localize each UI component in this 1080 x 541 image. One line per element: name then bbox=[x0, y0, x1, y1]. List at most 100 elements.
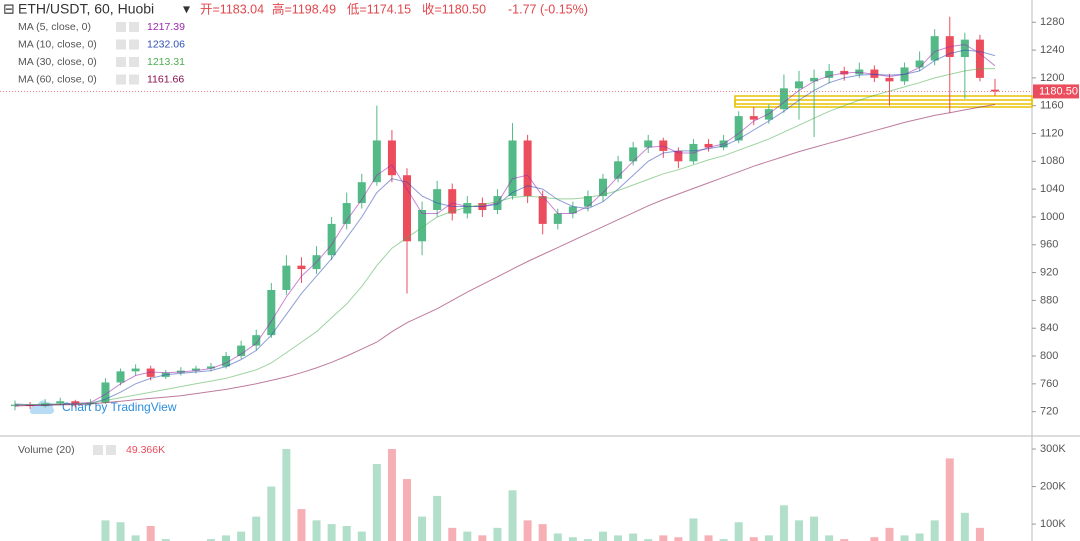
volume-bar bbox=[222, 535, 231, 541]
y-tick-label: 1040 bbox=[1040, 183, 1064, 195]
candle-body bbox=[568, 206, 577, 214]
volume-bar bbox=[448, 527, 457, 541]
volume-bar bbox=[357, 531, 366, 541]
y-tick-label: 920 bbox=[1040, 266, 1058, 278]
candle-body bbox=[960, 39, 969, 58]
close-icon[interactable] bbox=[129, 22, 139, 32]
volume-bar bbox=[282, 449, 291, 541]
y-tick-label: 100K bbox=[1040, 518, 1066, 530]
candle-body bbox=[403, 175, 411, 242]
volume-bar bbox=[659, 535, 668, 541]
drawn-zone bbox=[734, 99, 1033, 108]
y-tick-label: 1200 bbox=[1040, 72, 1064, 84]
volume-bar bbox=[116, 522, 125, 541]
settings-icon[interactable] bbox=[116, 74, 126, 85]
candle-body bbox=[327, 223, 336, 256]
y-tick-label: 300K bbox=[1040, 443, 1066, 455]
volume-bar bbox=[508, 490, 517, 541]
settings-icon[interactable] bbox=[116, 22, 126, 32]
close-icon[interactable] bbox=[129, 74, 139, 85]
candle-body bbox=[433, 189, 442, 211]
moving-average-line bbox=[14, 49, 996, 406]
volume-bar bbox=[297, 509, 306, 541]
close-icon[interactable] bbox=[106, 445, 116, 455]
volume-bar bbox=[161, 539, 170, 541]
legend-value: 1232.06 bbox=[147, 38, 185, 50]
candle-body bbox=[508, 140, 517, 197]
volume-bar bbox=[749, 537, 758, 541]
volume-bar bbox=[342, 525, 351, 541]
candle-body bbox=[644, 140, 653, 148]
candle-body bbox=[930, 36, 939, 61]
moving-average-line bbox=[14, 104, 996, 407]
candle-body bbox=[870, 69, 879, 78]
ohlc-high: 高=1198.49 bbox=[272, 1, 336, 16]
settings-icon[interactable] bbox=[116, 39, 126, 50]
y-tick-label: 1000 bbox=[1040, 211, 1064, 223]
symbol-title: ETH/USDT, 60, Huobi bbox=[18, 1, 154, 17]
legend-value: 1213.31 bbox=[147, 56, 185, 68]
candle-body bbox=[749, 116, 758, 120]
candle-body bbox=[237, 345, 246, 357]
volume-bar bbox=[795, 520, 803, 541]
ohlc-close: 收=1180.50 bbox=[422, 2, 486, 16]
volume-bar bbox=[207, 539, 215, 541]
volume-bar bbox=[870, 537, 879, 541]
volume-bar bbox=[312, 520, 321, 541]
close-icon[interactable] bbox=[129, 57, 139, 67]
volume-bar bbox=[433, 495, 442, 541]
volume-bar bbox=[644, 539, 653, 541]
y-tick-label: 1120 bbox=[1040, 127, 1064, 139]
candle-body bbox=[779, 88, 788, 110]
candle-body bbox=[599, 178, 607, 197]
last-price-label: 1180.50 bbox=[1039, 85, 1078, 97]
last-price-tag bbox=[1033, 84, 1079, 99]
volume-bar bbox=[810, 516, 819, 541]
candle-body bbox=[674, 150, 683, 162]
volume-bar bbox=[915, 533, 924, 541]
y-tick-label: 800 bbox=[1040, 350, 1058, 362]
volume-bar bbox=[568, 537, 577, 541]
volume-bar bbox=[493, 527, 502, 541]
settings-icon[interactable] bbox=[93, 445, 103, 455]
candle-body bbox=[372, 140, 381, 183]
y-tick-label: 840 bbox=[1040, 322, 1058, 334]
close-icon[interactable] bbox=[129, 39, 139, 50]
candle-body bbox=[11, 404, 19, 407]
candle-body bbox=[282, 265, 291, 290]
settings-icon[interactable] bbox=[116, 57, 126, 67]
y-tick-label: 1240 bbox=[1040, 44, 1064, 56]
candle-body bbox=[357, 182, 366, 204]
candle-body bbox=[146, 368, 155, 377]
y-tick-label: 200K bbox=[1040, 480, 1066, 492]
candle-body bbox=[56, 401, 65, 404]
y-tick-label: 880 bbox=[1040, 294, 1058, 306]
volume-bar bbox=[418, 516, 427, 541]
candle-body bbox=[915, 60, 924, 68]
volume-bar bbox=[629, 533, 638, 541]
volume-bar bbox=[553, 533, 562, 541]
volume-bar bbox=[327, 524, 336, 541]
volume-bar bbox=[704, 535, 713, 541]
candle-body bbox=[207, 366, 215, 369]
volume-bar bbox=[583, 539, 592, 541]
y-tick-label: 720 bbox=[1040, 406, 1058, 418]
candle-body bbox=[734, 116, 743, 141]
collapse-icon[interactable]: ⊟ bbox=[3, 1, 15, 17]
price-change: -1.77 (-0.15%) bbox=[508, 2, 588, 16]
legend-label: MA (10, close, 0) bbox=[18, 38, 97, 50]
volume-bar bbox=[975, 527, 984, 541]
moving-average-line bbox=[15, 68, 996, 406]
candle-body bbox=[131, 368, 140, 372]
legend-label: MA (5, close, 0) bbox=[18, 21, 91, 33]
dropdown-icon[interactable]: ▾ bbox=[183, 1, 190, 17]
volume-bar bbox=[523, 520, 532, 541]
volume-bar bbox=[764, 535, 773, 541]
volume-bar bbox=[719, 539, 728, 541]
candle-body bbox=[116, 371, 125, 383]
volume-bar bbox=[614, 535, 623, 541]
y-tick-label: 1280 bbox=[1040, 16, 1064, 28]
candle-body bbox=[885, 77, 894, 82]
